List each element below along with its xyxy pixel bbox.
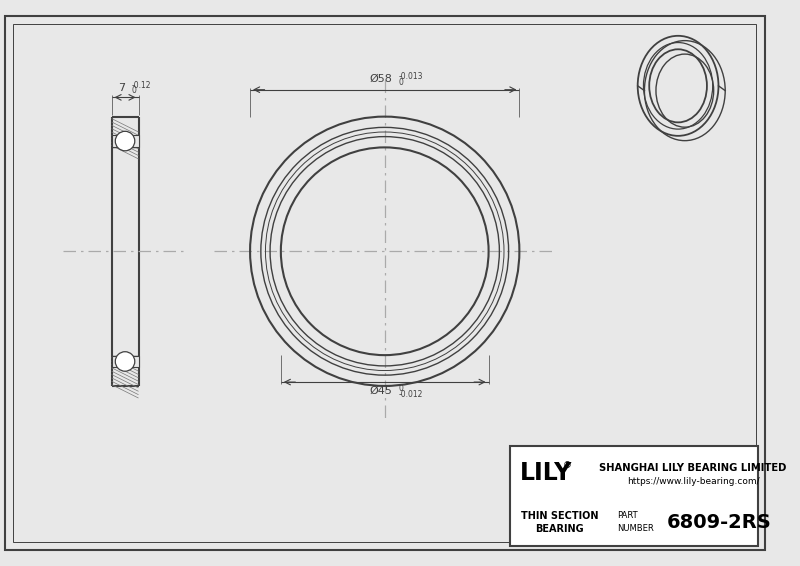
Circle shape	[115, 131, 134, 151]
Bar	[111, 356, 138, 367]
Text: -0.013: -0.013	[398, 72, 422, 81]
Text: NUMBER: NUMBER	[617, 524, 654, 533]
Text: Ø45: Ø45	[370, 386, 392, 396]
Text: 0: 0	[398, 384, 403, 393]
Text: 0: 0	[398, 78, 403, 87]
Text: -0.12: -0.12	[132, 81, 151, 89]
Text: PART: PART	[617, 511, 638, 520]
Text: Ø58: Ø58	[370, 74, 392, 84]
Bar	[510, 445, 758, 546]
Text: ®: ®	[563, 461, 572, 470]
Text: https://www.lily-bearing.com/: https://www.lily-bearing.com/	[626, 477, 759, 486]
Text: THIN SECTION: THIN SECTION	[521, 511, 598, 521]
Text: -0.012: -0.012	[398, 390, 422, 399]
Text: 6809-2RS: 6809-2RS	[667, 513, 772, 532]
Text: LILY: LILY	[520, 461, 573, 486]
Text: 0: 0	[132, 87, 137, 96]
Circle shape	[115, 351, 134, 371]
Text: 7: 7	[118, 83, 126, 93]
Text: SHANGHAI LILY BEARING LIMITED: SHANGHAI LILY BEARING LIMITED	[599, 463, 786, 473]
Text: BEARING: BEARING	[535, 524, 584, 534]
Bar	[111, 135, 138, 147]
